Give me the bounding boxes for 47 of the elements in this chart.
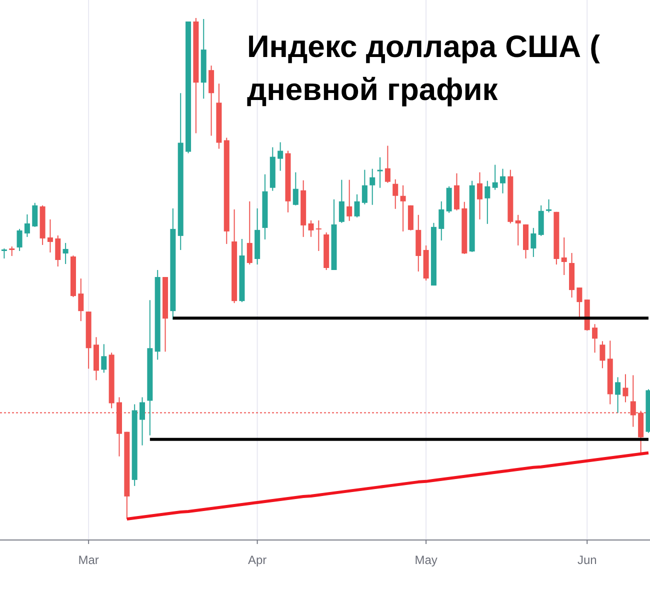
candlestick <box>9 246 15 256</box>
candlestick <box>515 214 521 246</box>
candlestick <box>47 218 53 253</box>
candlestick <box>316 220 322 252</box>
candlestick <box>354 194 360 218</box>
candlestick <box>492 164 498 190</box>
candlestick <box>308 220 314 238</box>
candlestick <box>592 324 598 354</box>
x-tick-label: May <box>414 553 438 567</box>
candlestick <box>78 278 84 322</box>
candlestick <box>278 142 284 172</box>
candlestick <box>384 145 390 184</box>
candlestick <box>500 168 506 194</box>
candlestick <box>24 214 30 238</box>
text: дневной график <box>247 72 498 107</box>
x-tick-label: Jun <box>577 553 597 567</box>
candlestick <box>208 65 214 136</box>
candlestick <box>16 228 22 252</box>
candlestick <box>101 344 107 374</box>
candlestick <box>62 242 68 264</box>
candlestick <box>246 200 252 265</box>
candlestick <box>292 172 298 206</box>
candlestick <box>446 186 452 214</box>
candlestick <box>615 376 621 414</box>
candlestick <box>400 184 406 232</box>
candlestick <box>622 374 628 403</box>
candlestick <box>1 248 7 259</box>
candlestick <box>32 202 38 228</box>
candlestick <box>370 168 376 206</box>
candlestick <box>362 169 368 205</box>
candlestick <box>530 227 536 258</box>
candlestick <box>338 179 344 224</box>
candlestick <box>346 179 352 222</box>
candlestick <box>561 236 567 276</box>
candlestick <box>600 340 606 369</box>
candlestick <box>55 234 61 267</box>
candlestick <box>377 156 383 188</box>
chart-title: Индекс доллара США ( <box>247 29 601 64</box>
candlestick <box>546 198 552 213</box>
candlestick <box>438 200 444 241</box>
candlestick <box>484 180 490 224</box>
candlestick <box>476 172 482 220</box>
candlestick <box>576 287 582 318</box>
x-tick-label: Apr <box>248 553 267 567</box>
candlestick <box>392 178 398 210</box>
x-tick-label: Mar <box>78 553 99 567</box>
candlestick <box>140 396 146 446</box>
